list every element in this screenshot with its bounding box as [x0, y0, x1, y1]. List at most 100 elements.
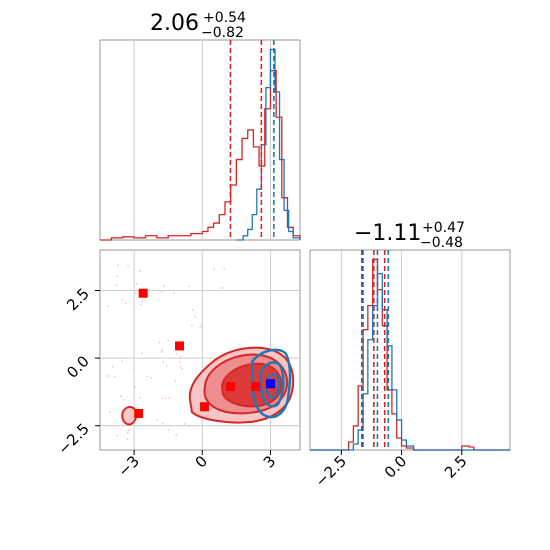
sample-point: [167, 429, 170, 431]
panel-param2-histogram: −2.5 0.0 2.5 −1.11 +0.47 −0.48: [309, 220, 511, 491]
sample-point: [213, 268, 216, 270]
sample-point: [194, 315, 197, 318]
truth-marker-red: [226, 381, 236, 391]
histogram-series: [100, 48, 301, 241]
sample-point: [135, 282, 138, 285]
sample-point: [221, 287, 224, 289]
sample-point: [188, 424, 190, 427]
sample-point: [122, 398, 125, 401]
sample-point: [188, 285, 191, 288]
sample-point: [160, 351, 163, 353]
sample-point: [139, 270, 142, 273]
histogram-red: [100, 70, 301, 241]
sample-point: [126, 438, 129, 440]
sample-point: [175, 352, 178, 355]
truth-marker-red: [138, 288, 148, 298]
red-contour-tail: [121, 405, 138, 426]
truth-marker-red: [200, 402, 210, 412]
sample-point: [127, 429, 130, 432]
sample-point: [146, 375, 149, 378]
sample-point: [162, 361, 165, 363]
sample-point: [134, 292, 137, 295]
sample-point: [191, 308, 194, 311]
x-tick-label: 3: [260, 452, 279, 471]
sample-point: [174, 380, 177, 383]
sample-point: [179, 355, 182, 358]
sample-point: [179, 360, 181, 363]
sample-point: [162, 422, 165, 425]
sample-point: [106, 305, 109, 308]
sample-point: [149, 376, 152, 379]
sample-point: [134, 386, 137, 389]
sample-point: [162, 285, 165, 287]
sample-point: [127, 265, 130, 267]
sample-point: [191, 324, 193, 327]
y-tick-labels: −2.5 0.0 2.5: [54, 285, 100, 458]
panel-title-value: 2.06: [150, 11, 199, 36]
sample-point: [132, 369, 135, 371]
x-tick-label: 2.5: [441, 452, 471, 482]
panel-title-value: −1.11: [354, 221, 421, 246]
y-tick-label: 0.0: [63, 352, 93, 382]
sample-point: [115, 283, 118, 286]
x-tick-labels: −3 0 3: [115, 450, 279, 480]
panel-frame: [99, 39, 301, 241]
y-tick-label: 2.5: [63, 285, 93, 315]
y-tick-label: −2.5: [54, 420, 92, 458]
sample-point: [175, 434, 178, 436]
truth-marker-blue: [265, 379, 275, 389]
panel-2d-contour: −3 0 3 −2.5 0.0 2.5: [54, 249, 301, 480]
blue-contour-inner: [265, 373, 281, 400]
sample-point: [165, 365, 168, 368]
sample-point: [164, 396, 167, 399]
panel-title-plus: +0.47: [422, 220, 465, 236]
sample-point: [167, 339, 170, 342]
blue-contour-middle: [259, 361, 285, 408]
sample-point: [141, 301, 144, 303]
blue-contour-outer: [250, 348, 292, 419]
sample-point: [223, 267, 226, 270]
panel-param1-histogram: 2.06 +0.54 −0.82: [99, 10, 301, 241]
x-tick-label: 0.0: [381, 452, 411, 482]
truth-markers: [134, 288, 275, 419]
grid: [340, 250, 463, 450]
panel-title-minus: −0.82: [201, 25, 244, 41]
sample-point: [113, 375, 116, 378]
x-tick-label: −2.5: [312, 452, 350, 490]
sample-point: [125, 302, 127, 305]
sample-point: [199, 325, 202, 328]
sample-point: [161, 349, 164, 352]
sample-point: [121, 298, 124, 301]
panel-title-minus: −0.48: [420, 235, 463, 251]
histogram-blue: [236, 48, 301, 241]
truth-marker-red: [134, 409, 144, 419]
sample-point: [138, 396, 141, 399]
histogram-blue: [310, 272, 510, 451]
sample-point: [127, 431, 129, 434]
panel-frame: [309, 249, 511, 451]
sample-point: [173, 292, 175, 295]
x-tick-labels: −2.5 0.0 2.5: [312, 450, 471, 491]
sample-point: [179, 366, 182, 368]
sample-point: [117, 264, 119, 267]
sample-point: [156, 419, 159, 421]
quantile-lines: [361, 250, 390, 450]
sample-point: [168, 396, 171, 399]
sample-point: [160, 290, 163, 293]
sample-point: [115, 275, 118, 278]
panel-title-plus: +0.54: [203, 10, 246, 26]
truth-marker-red: [251, 381, 261, 391]
sample-point: [183, 423, 186, 425]
sample-point: [139, 303, 142, 306]
sample-point: [161, 397, 164, 400]
sample-point: [140, 352, 143, 355]
sample-point: [106, 375, 109, 377]
x-tick-label: −3: [115, 452, 143, 480]
sample-point: [121, 360, 123, 363]
sample-points: [106, 264, 228, 440]
x-tick-label: 0: [192, 452, 211, 471]
quantile-lines: [229, 40, 275, 240]
sample-point: [120, 395, 123, 398]
sample-point: [116, 434, 118, 437]
